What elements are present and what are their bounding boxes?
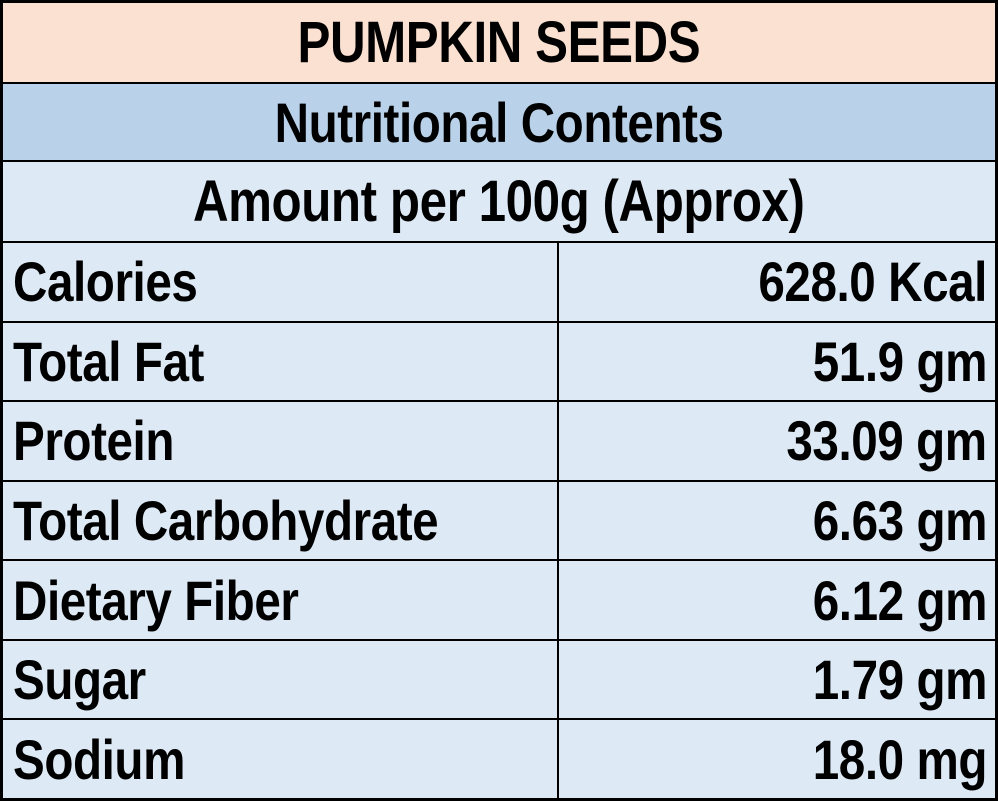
nutrient-label-cell: Calories — [3, 249, 557, 314]
nutrient-label: Total Carbohydrate — [13, 489, 439, 553]
table-title-row: PUMPKIN SEEDS — [3, 3, 995, 82]
nutrient-label: Sugar — [13, 648, 146, 712]
nutrient-value: 6.12 gm — [812, 568, 988, 632]
amount-basis-label: Amount per 100g (Approx) — [193, 169, 805, 234]
table-row-total-fat: Total Fat 51.9 gm — [3, 320, 995, 401]
nutrient-label: Dietary Fiber — [13, 568, 299, 632]
nutrient-value: 6.63 gm — [812, 489, 988, 553]
nutrient-label-cell: Sugar — [3, 647, 557, 712]
nutrient-value: 51.9 gm — [812, 329, 988, 393]
nutrient-value: 18.0 mg — [812, 727, 988, 791]
nutrient-label: Total Fat — [13, 329, 204, 393]
nutrient-value-cell: 33.09 gm — [557, 402, 995, 480]
nutrient-label: Calories — [13, 250, 198, 314]
table-subtitle-row: Nutritional Contents — [3, 82, 995, 160]
nutrient-value-cell: 18.0 mg — [557, 720, 995, 798]
nutrient-value: 1.79 gm — [812, 648, 988, 712]
table-row-sodium: Sodium 18.0 mg — [3, 718, 995, 798]
nutrient-label-cell: Total Carbohydrate — [3, 488, 557, 553]
table-subtitle: Nutritional Contents — [274, 90, 724, 154]
nutrient-label: Sodium — [13, 727, 185, 791]
table-row-total-carbohydrate: Total Carbohydrate 6.63 gm — [3, 479, 995, 560]
nutrient-label-cell: Total Fat — [3, 329, 557, 394]
nutrient-value: 33.09 gm — [786, 409, 988, 473]
nutrient-value-cell: 51.9 gm — [557, 322, 995, 401]
table-row-dietary-fiber: Dietary Fiber 6.12 gm — [3, 559, 995, 639]
nutrient-value-cell: 1.79 gm — [557, 640, 995, 719]
table-row-protein: Protein 33.09 gm — [3, 400, 995, 480]
nutrient-value-cell: 6.63 gm — [557, 481, 995, 560]
nutrient-value-cell: 628.0 Kcal — [557, 243, 995, 321]
nutrient-value-cell: 6.12 gm — [557, 561, 995, 639]
nutrient-label-cell: Dietary Fiber — [3, 568, 557, 633]
table-row-calories: Calories 628.0 Kcal — [3, 241, 995, 321]
nutrient-value: 628.0 Kcal — [758, 250, 987, 314]
table-row-sugar: Sugar 1.79 gm — [3, 638, 995, 719]
nutrient-label-cell: Protein — [3, 408, 557, 473]
table-title: PUMPKIN SEEDS — [297, 10, 701, 75]
amount-basis-row: Amount per 100g (Approx) — [3, 160, 995, 241]
nutrient-label-cell: Sodium — [3, 727, 557, 792]
nutrient-label: Protein — [13, 409, 175, 473]
